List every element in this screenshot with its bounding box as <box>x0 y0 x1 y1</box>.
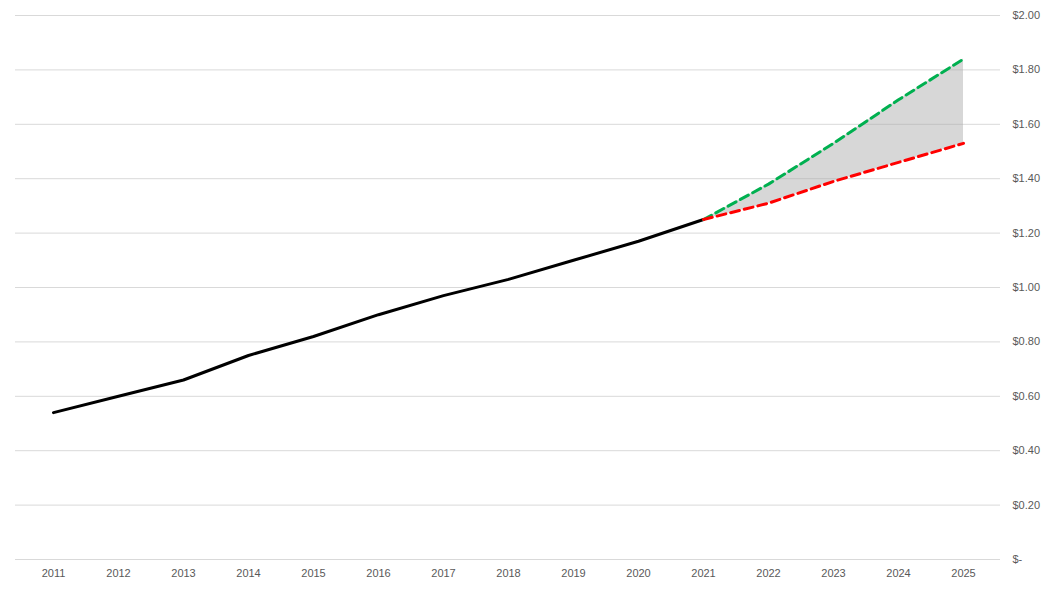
svg-text:2023: 2023 <box>821 567 845 579</box>
svg-text:2017: 2017 <box>431 567 455 579</box>
svg-text:2025: 2025 <box>951 567 975 579</box>
svg-text:$0.80: $0.80 <box>1013 335 1041 347</box>
svg-text:2012: 2012 <box>106 567 130 579</box>
svg-text:2019: 2019 <box>561 567 585 579</box>
svg-text:$1.80: $1.80 <box>1013 63 1041 75</box>
svg-text:$1.60: $1.60 <box>1013 118 1041 130</box>
svg-text:$0.40: $0.40 <box>1013 444 1041 456</box>
svg-text:2013: 2013 <box>171 567 195 579</box>
svg-text:$1.40: $1.40 <box>1013 172 1041 184</box>
svg-text:$1.00: $1.00 <box>1013 281 1041 293</box>
svg-text:2020: 2020 <box>626 567 650 579</box>
svg-text:$2.00: $2.00 <box>1013 9 1041 21</box>
svg-text:2024: 2024 <box>886 567 910 579</box>
svg-text:2022: 2022 <box>756 567 780 579</box>
svg-text:2021: 2021 <box>691 567 715 579</box>
svg-text:$-: $- <box>1013 553 1023 565</box>
svg-text:2014: 2014 <box>236 567 260 579</box>
svg-text:2011: 2011 <box>42 567 66 579</box>
svg-text:2015: 2015 <box>301 567 325 579</box>
svg-text:$1.20: $1.20 <box>1013 227 1041 239</box>
svg-text:$0.20: $0.20 <box>1013 499 1041 511</box>
svg-text:$0.60: $0.60 <box>1013 390 1041 402</box>
svg-text:2018: 2018 <box>496 567 520 579</box>
svg-text:2016: 2016 <box>366 567 390 579</box>
